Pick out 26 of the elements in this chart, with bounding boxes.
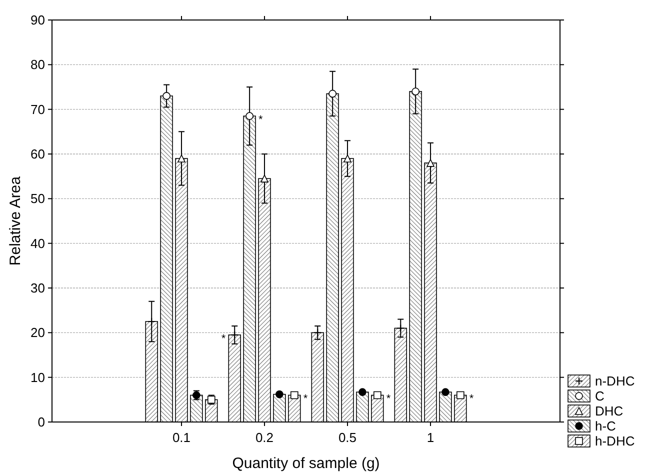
y-tick-label: 50 bbox=[30, 191, 45, 206]
annotation: * bbox=[469, 393, 474, 406]
annotation: * bbox=[258, 114, 264, 126]
y-tick-label: 30 bbox=[30, 280, 45, 296]
x-tick-label: 0.1 bbox=[172, 430, 191, 445]
y-tick-label: 0 bbox=[38, 414, 45, 430]
y-tick-label: 20 bbox=[30, 325, 45, 340]
legend-label: n-DHC bbox=[595, 374, 635, 389]
y-tick-label: 90 bbox=[30, 12, 45, 28]
annotation: * bbox=[303, 393, 308, 406]
y-tick-label: 10 bbox=[30, 370, 45, 385]
y-tick-label: 70 bbox=[30, 102, 45, 117]
legend-label: DHC bbox=[595, 404, 624, 419]
annotation: * bbox=[221, 332, 226, 345]
x-tick-label: 0.2 bbox=[255, 430, 274, 445]
legend-label: h-DHC bbox=[595, 434, 635, 449]
y-tick-label: 40 bbox=[30, 236, 45, 251]
y-tick-label: 60 bbox=[30, 146, 45, 162]
x-axis-title: Quantity of sample (g) bbox=[232, 455, 380, 472]
y-tick-label: 80 bbox=[30, 57, 45, 72]
x-tick-label: 1 bbox=[426, 430, 434, 445]
y-axis-title: Relative Area bbox=[7, 176, 24, 266]
x-tick-label: 0.5 bbox=[338, 430, 357, 445]
legend-label: h-C bbox=[595, 418, 616, 434]
legend-label: C bbox=[595, 388, 604, 404]
annotation: * bbox=[386, 393, 392, 406]
